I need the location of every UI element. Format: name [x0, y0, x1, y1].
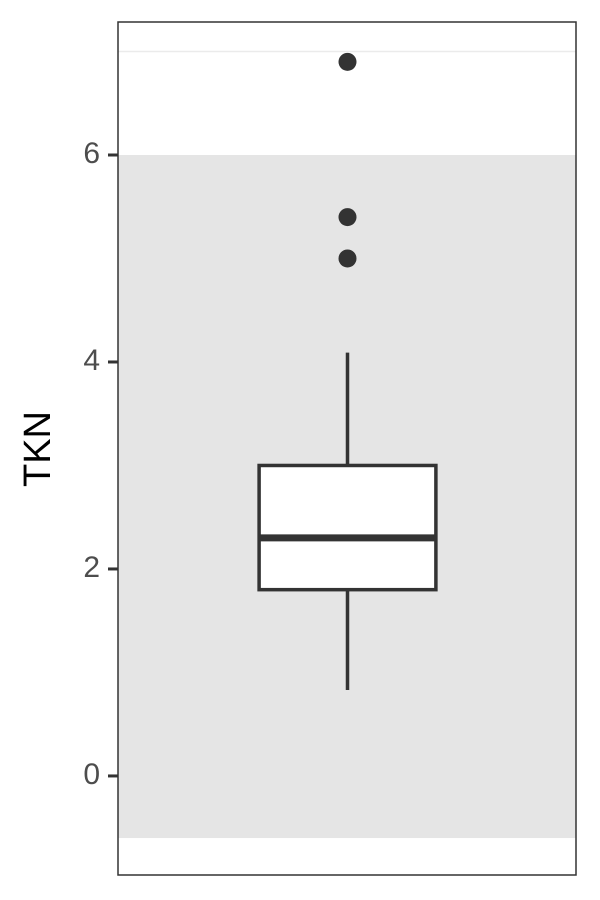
outlier [338, 249, 357, 268]
y-tick-label: 0 [83, 758, 100, 791]
box [257, 463, 438, 592]
y-tick-label: 4 [83, 344, 100, 377]
y-tick-label: 2 [83, 551, 100, 584]
outlier [338, 52, 357, 71]
y-axis-label: TKN [17, 411, 59, 487]
y-tick-label: 6 [83, 137, 100, 170]
panel-border [117, 21, 577, 876]
outlier [338, 208, 357, 227]
